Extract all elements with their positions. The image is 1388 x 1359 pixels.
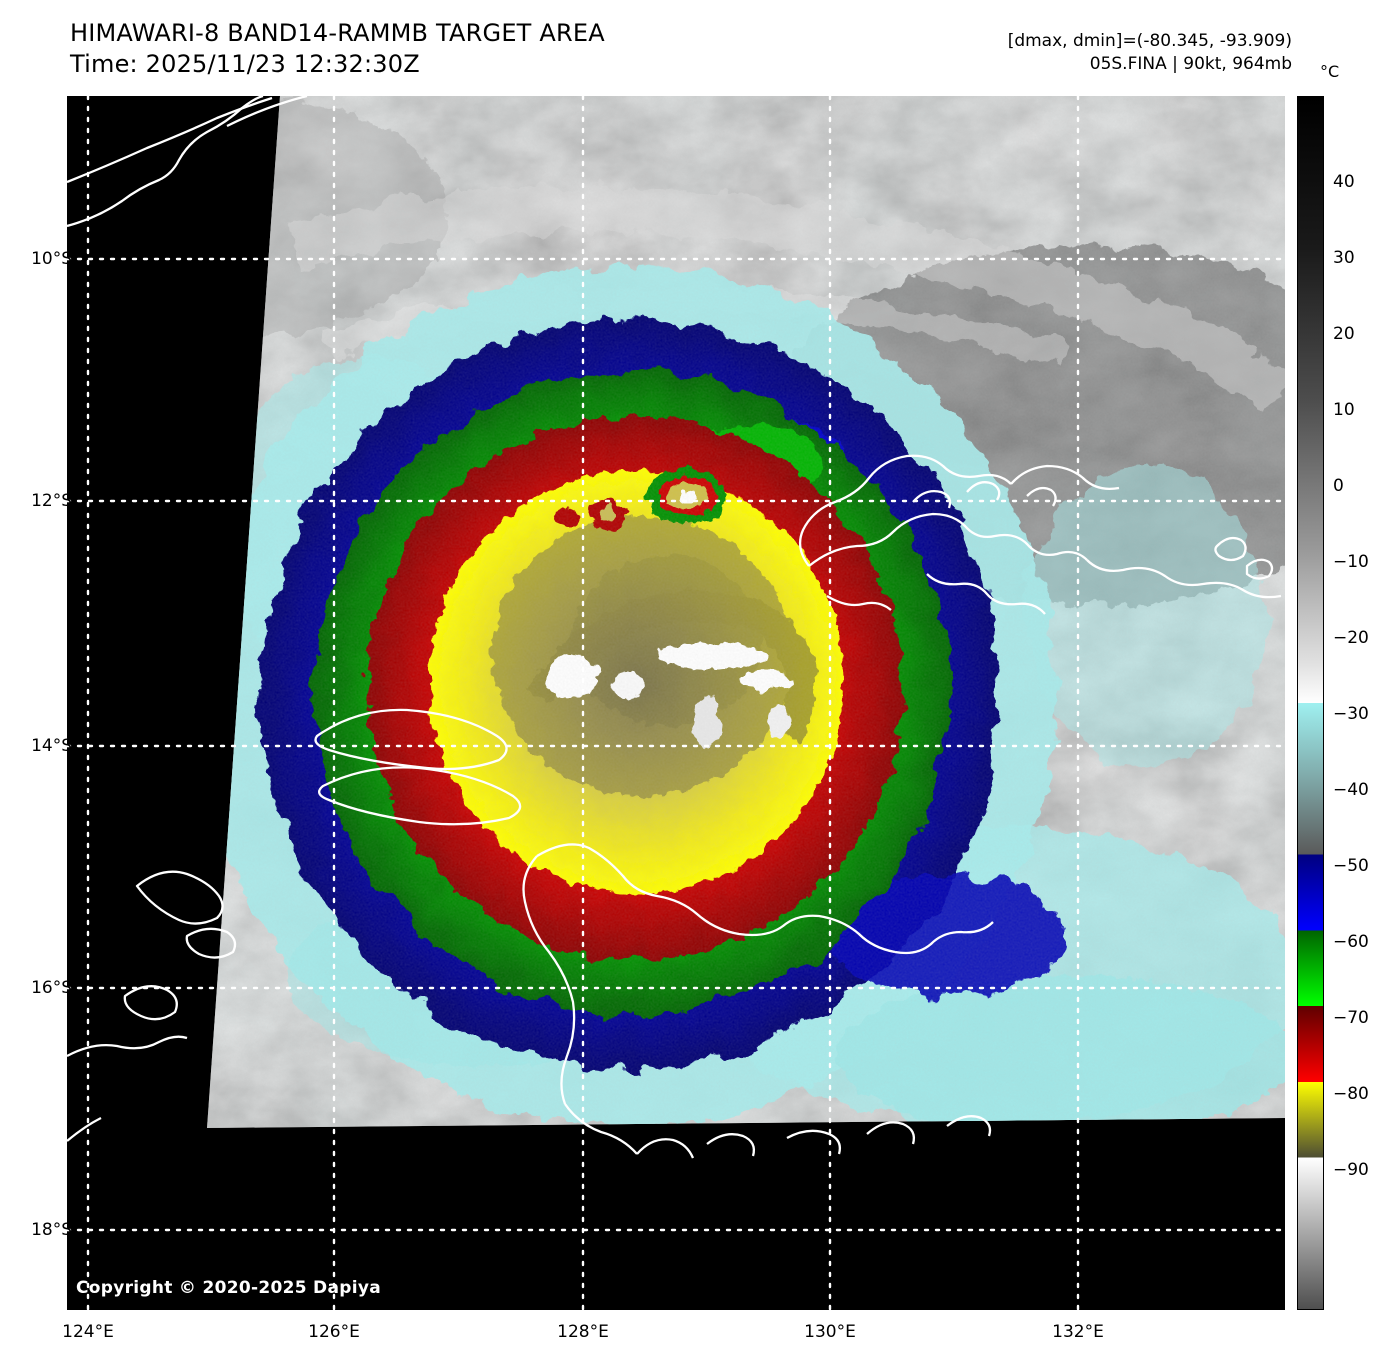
satellite-image-plot [67, 96, 1285, 1310]
satellite-swath [207, 96, 1285, 1128]
cbar-tick-m60: −60 [1333, 932, 1369, 952]
satellite-title: HIMAWARI-8 BAND14-RAMMB TARGET AREA [70, 19, 605, 47]
x-tick-label-130e: 130°E [804, 1322, 856, 1342]
page-title: HIMAWARI-8 BAND14-RAMMB TARGET AREA Time… [70, 18, 605, 80]
cbar-tick-m80: −80 [1333, 1084, 1369, 1104]
dmax-dmin-label: [dmax, dmin]=(-80.345, -93.909) [1007, 31, 1292, 51]
cbar-tick-m50: −50 [1333, 856, 1369, 876]
x-tick-label-124e: 124°E [62, 1322, 114, 1342]
timestamp-label: Time: 2025/11/23 12:32:30Z [70, 50, 420, 78]
copyright-label: Copyright © 2020-2025 Dapiya [76, 1278, 381, 1298]
colorbar-gradient [1298, 97, 1323, 1309]
temperature-colorbar [1297, 96, 1324, 1310]
x-tick-label-128e: 128°E [557, 1322, 609, 1342]
coastline-overlay [67, 96, 1282, 1159]
cbar-tick-m90: −90 [1333, 1160, 1369, 1180]
y-tick-label-12s: 12°S [31, 491, 72, 511]
cbar-tick-10: 10 [1333, 400, 1355, 420]
cbar-tick-0: 0 [1333, 476, 1344, 496]
satellite-imagery-canvas [67, 96, 1285, 1310]
y-tick-label-10s: 10°S [31, 249, 72, 269]
cbar-tick-m70: −70 [1333, 1008, 1369, 1028]
metadata-block: [dmax, dmin]=(-80.345, -93.909) 05S.FINA… [1008, 30, 1292, 76]
cbar-tick-m40: −40 [1333, 780, 1369, 800]
cbar-tick-m10: −10 [1333, 552, 1369, 572]
colorbar-unit-label: °C [1320, 62, 1340, 81]
cbar-tick-m30: −30 [1333, 704, 1369, 724]
y-tick-label-16s: 16°S [31, 978, 72, 998]
graticule-grid [67, 96, 1285, 1310]
cbar-tick-40: 40 [1333, 172, 1355, 192]
y-tick-label-14s: 14°S [31, 736, 72, 756]
storm-info-label: 05S.FINA | 90kt, 964mb [1089, 54, 1292, 74]
x-tick-label-126e: 126°E [308, 1322, 360, 1342]
y-tick-label-18s: 18°S [31, 1220, 72, 1240]
cbar-tick-m20: −20 [1333, 628, 1369, 648]
cbar-tick-20: 20 [1333, 324, 1355, 344]
cbar-tick-30: 30 [1333, 248, 1355, 268]
x-tick-label-132e: 132°E [1052, 1322, 1104, 1342]
